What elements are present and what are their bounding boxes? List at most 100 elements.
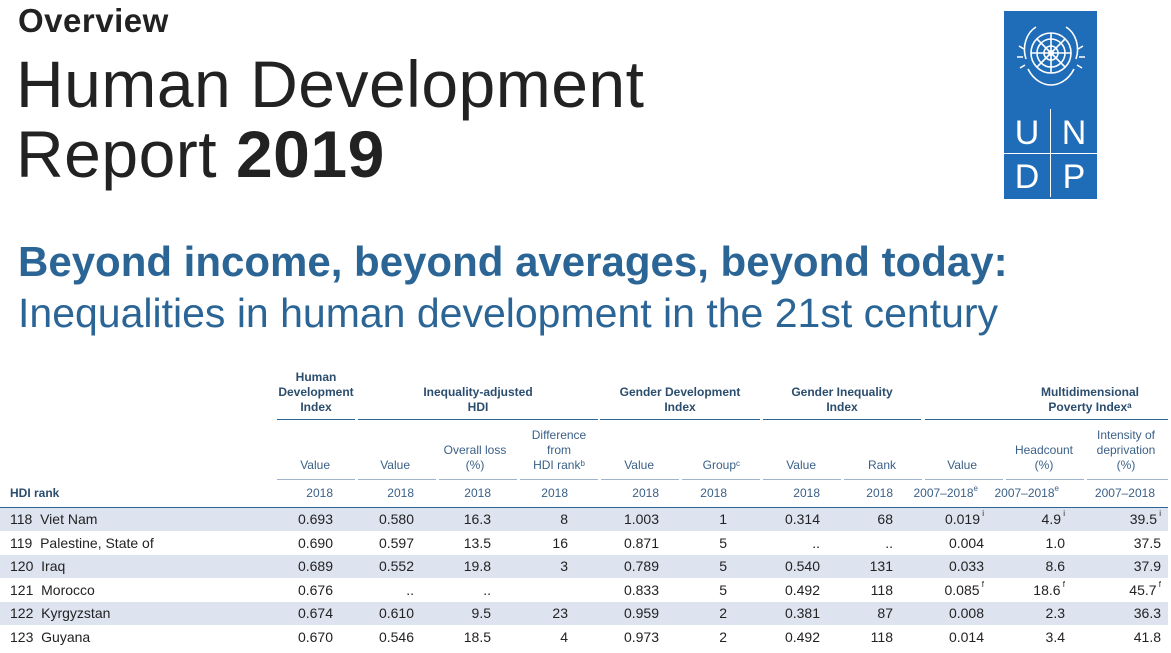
subheader-gdi-value: Value xyxy=(624,458,654,472)
cell-hdi: 0.693 xyxy=(297,511,333,527)
cell-head: 3.4 xyxy=(1045,628,1065,645)
cell-group: 5 xyxy=(719,534,727,551)
cell-loss: 16.3 xyxy=(463,511,491,527)
cell-intensity: 41.8 xyxy=(1133,628,1161,645)
cell-gdi: 0.959 xyxy=(623,605,659,621)
cell-head: 8.6 xyxy=(1045,558,1065,574)
cell-intensity: 45.7 f xyxy=(1129,579,1161,598)
cell-gii_rank: 68 xyxy=(877,511,893,527)
cell-intensity: 37.5 xyxy=(1133,534,1161,551)
cell-group: 5 xyxy=(719,581,727,598)
cell-loss: 13.5 xyxy=(463,534,491,551)
year-cell: 2007–2018e xyxy=(913,484,978,500)
overview-label: Overview xyxy=(18,2,169,39)
cell-hdi: 0.690 xyxy=(297,534,333,551)
cell-mpi: 0.033 xyxy=(948,558,984,574)
table-row: 119 Palestine, State of 0.690 0.597 13.5 16 0… xyxy=(0,532,1168,555)
year-cell: 2007–2018 xyxy=(1094,486,1155,500)
cell-head: 2.3 xyxy=(1045,605,1065,621)
subtitle-line2: Inequalities in human development in the… xyxy=(18,290,999,336)
table-row: 118 Viet Nam 0.693 0.580 16.3 8 1.003 1 0.314 68… xyxy=(0,508,1168,531)
cell-mpi: 0.085 f xyxy=(944,579,985,598)
cell-group: 2 xyxy=(719,605,727,621)
year-cell: 2018 xyxy=(387,486,414,500)
table-row: 120 Iraq 0.689 0.552 19.8 3 0.789 5 0.540 131 0.0… xyxy=(0,555,1168,578)
cell-gii_rank: 118 xyxy=(870,581,893,598)
title-year: 2019 xyxy=(235,117,385,191)
subtitle-line1: Beyond income, beyond averages, beyond t… xyxy=(18,238,1008,285)
cell-hdi: 0.676 xyxy=(297,581,333,598)
subheader-mpi-intensity: Intensity of deprivation (%) xyxy=(1096,428,1156,472)
group-header-gii: Gender Inequality Index xyxy=(791,385,893,414)
cell-head: 4.9 i xyxy=(1041,509,1065,527)
cell-hdi: 0.689 xyxy=(297,558,333,574)
cell-ihdi: 0.552 xyxy=(378,558,414,574)
cell-head: 1.0 xyxy=(1045,534,1065,551)
cell-gii_rank: .. xyxy=(885,534,893,551)
subheader-ihdi-value: Value xyxy=(380,458,410,472)
cell-hdi: 0.674 xyxy=(297,605,333,621)
year-cell: 2018 xyxy=(793,486,820,500)
cell-gii: 0.314 xyxy=(784,511,820,527)
cell-gdi: 0.871 xyxy=(623,534,659,551)
table-row: 122 Kyrgyzstan 0.674 0.610 9.5 23 0.959 2 0.381… xyxy=(0,602,1168,625)
year-cell: 2018 xyxy=(700,486,727,500)
un-emblem-icon xyxy=(1017,26,1085,86)
year-cell: 2018 xyxy=(464,486,491,500)
cell-gii: 0.492 xyxy=(784,628,820,645)
subheader-ihdi-diff: Difference from HDI rankb xyxy=(531,428,587,472)
cell-mpi: 0.019 i xyxy=(944,509,984,527)
cell-loss: .. xyxy=(483,581,491,598)
cell-ihdi: .. xyxy=(406,581,414,598)
cell-intensity: 36.3 xyxy=(1133,605,1161,621)
country-cell: 121 Morocco xyxy=(10,581,95,598)
report-title-line1: Human Development xyxy=(16,47,645,121)
cell-gii_rank: 131 xyxy=(869,558,893,574)
group-header-ihdi: Inequality-adjusted HDI xyxy=(423,385,533,414)
cell-ihdi: 0.597 xyxy=(378,534,414,551)
cell-loss: 18.5 xyxy=(463,628,491,645)
group-header-gdi: Gender Development Index xyxy=(619,385,741,414)
cell-intensity: 39.5 i xyxy=(1129,509,1161,527)
subheader-ihdi-loss: Overall loss (%) xyxy=(443,443,507,472)
title-report-word: Report xyxy=(16,117,218,191)
year-cell: 2018 xyxy=(541,486,568,500)
year-cell: 2007–2018e xyxy=(994,484,1059,500)
cell-diff: 23 xyxy=(552,605,568,621)
country-cell: 122 Kyrgyzstan xyxy=(10,605,111,621)
cell-mpi: 0.014 xyxy=(948,628,984,645)
subheader-gdi-group: Groupc xyxy=(702,458,740,472)
cell-group: 5 xyxy=(719,558,727,574)
cell-hdi: 0.670 xyxy=(297,628,333,645)
year-cell: 2018 xyxy=(632,486,659,500)
cell-mpi: 0.008 xyxy=(948,605,984,621)
cell-mpi: 0.004 xyxy=(948,534,984,551)
group-header-mpi: Multidimensional Poverty Indexa xyxy=(1040,385,1139,414)
cell-gdi: 0.833 xyxy=(623,581,659,598)
cell-loss: 19.8 xyxy=(463,558,491,574)
subheader-hdi-value: Value xyxy=(300,458,330,472)
logo-letter-u: U xyxy=(1014,113,1040,152)
cell-gii: 0.492 xyxy=(784,581,820,598)
logo-letter-p: P xyxy=(1062,157,1086,196)
subheader-mpi-value: Value xyxy=(947,458,977,472)
cell-group: 1 xyxy=(719,511,727,527)
cell-gii: .. xyxy=(812,534,820,551)
country-cell: 118 Viet Nam xyxy=(10,511,98,527)
cell-loss: 9.5 xyxy=(471,605,491,621)
logo-letter-n: N xyxy=(1061,113,1087,152)
country-cell: 120 Iraq xyxy=(10,558,66,574)
cell-diff: 8 xyxy=(560,511,568,527)
subheader-gii-value: Value xyxy=(786,458,816,472)
logo-letter-d: D xyxy=(1014,157,1040,196)
cell-diff: 3 xyxy=(560,558,568,574)
cell-gii_rank: 118 xyxy=(870,628,893,645)
cell-gii: 0.381 xyxy=(784,605,820,621)
table-row: 121 Morocco 0.676.... 0.833 5 0.492 118 0.085 … xyxy=(0,579,1168,602)
report-title-line2: Report 2019 xyxy=(16,118,385,190)
cell-ihdi: 0.580 xyxy=(378,511,414,527)
cell-diff: 16 xyxy=(552,534,568,551)
table-row: 123 Guyana 0.670 0.546 18.5 4 0.973 2 0.492 118 0… xyxy=(0,626,1168,649)
subheader-gii-rank: Rank xyxy=(867,458,896,472)
cell-gdi: 0.973 xyxy=(623,628,659,645)
